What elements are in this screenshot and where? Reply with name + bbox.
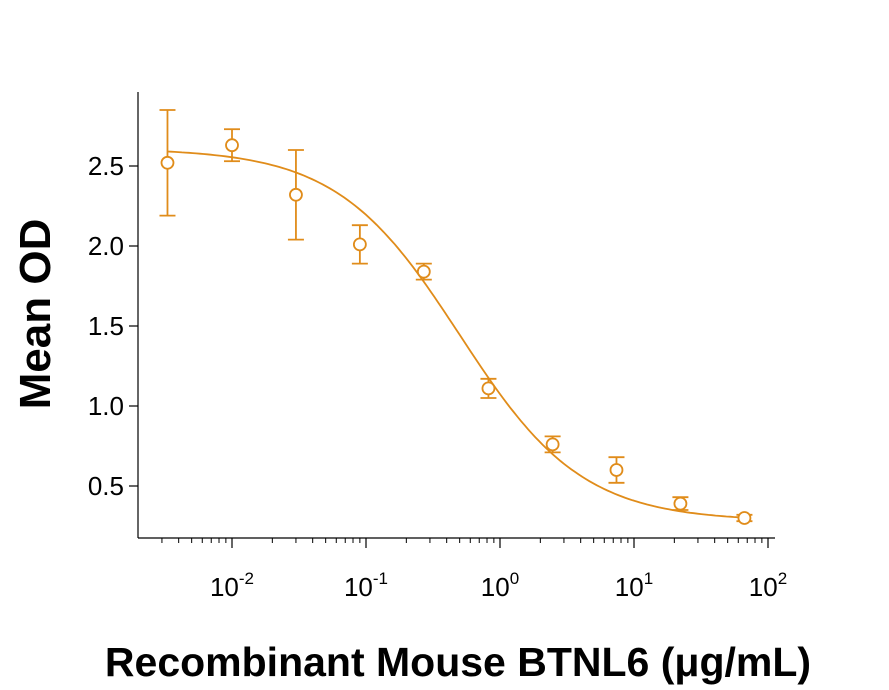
data-point [224,128,240,163]
data-point [736,511,753,525]
data-point [159,109,176,217]
point-marker [160,155,175,170]
point-marker [737,511,752,525]
x-tick-label: 100 [481,569,519,602]
data-point [351,224,368,265]
point-marker [416,264,431,279]
y-axis-title: Mean OD [11,219,60,410]
point-marker [545,437,560,452]
point-marker [673,496,688,511]
y-tick-label: 1.5 [88,311,124,341]
data-point [480,377,497,399]
point-marker [609,463,624,477]
x-tick-label: 10-2 [210,569,254,602]
y-axis-ticks: 0.5 1.0 1.5 2.0 2.5 [88,151,138,501]
data-point [672,496,689,511]
x-tick-label: 10-1 [344,569,388,602]
x-tick-label: 101 [615,569,653,602]
x-axis-title: Recombinant Mouse BTNL6 (μg/mL) [105,639,811,685]
fit-curve [167,150,745,519]
axes: 0.5 1.0 1.5 2.0 2.5 10-2 10-1 100 101 102 [88,92,787,602]
y-tick-label: 2.5 [88,151,124,181]
point-marker [289,187,303,202]
data-point [608,456,625,484]
data-point [287,149,304,241]
y-tick-label: 0.5 [88,471,124,501]
point-marker [225,138,239,153]
data-point [544,435,561,454]
data-point [415,262,432,281]
y-tick-label: 1.0 [88,391,124,421]
point-marker [352,237,367,252]
point-marker [481,381,496,396]
x-axis-ticks: 10-2 10-1 100 101 102 [161,538,787,602]
x-tick-label: 102 [749,569,787,602]
y-tick-label: 2.0 [88,231,124,261]
data-points [159,109,753,525]
